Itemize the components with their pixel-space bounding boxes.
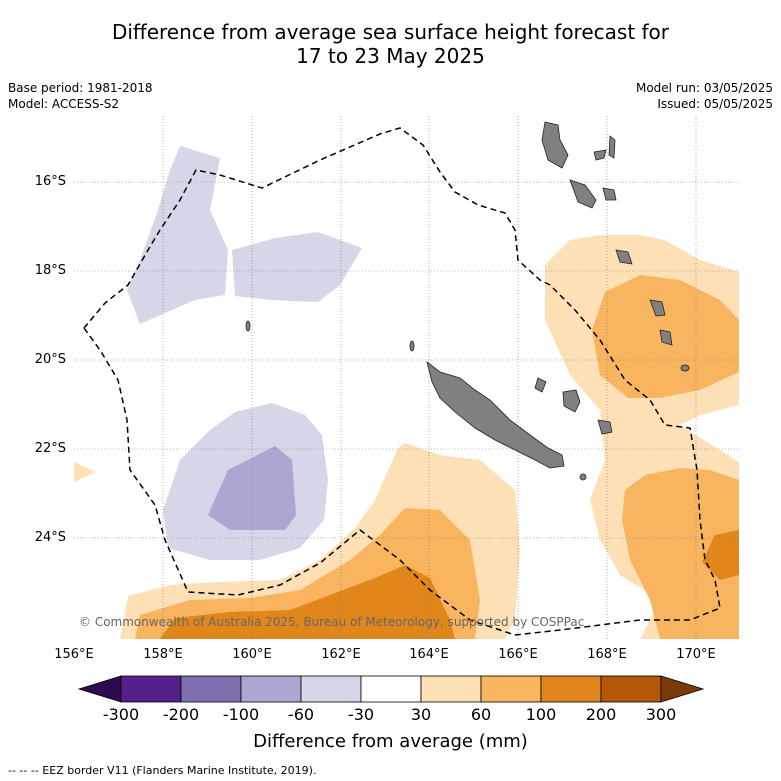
lat-label-18s: 18°S (34, 263, 66, 278)
colorbar-bin-6 (420, 675, 482, 703)
vanuatu-island-4 (608, 135, 616, 159)
colorbar-bin-4 (300, 675, 362, 703)
new-caledonia-island (426, 360, 565, 469)
colorbar-bin-2 (180, 675, 242, 703)
lat-label-24s: 24°S (34, 530, 66, 545)
colorbar-tick-label: 100 (525, 705, 557, 724)
colorbar-extend-high (660, 675, 705, 703)
vanuatu-island-1 (541, 121, 569, 169)
colorbar-tick-label: -30 (347, 705, 375, 724)
vanuatu-island-5 (593, 149, 607, 161)
colorbar-bin-9 (600, 675, 662, 703)
lon-label-158e: 158°E (143, 647, 183, 662)
vanuatu-island-8 (659, 329, 673, 346)
lat-label-16s: 16°S (34, 174, 66, 189)
base-period: Base period: 1981-2018 (8, 81, 153, 95)
colorbar-tick-label: 30 (410, 705, 432, 724)
chart-title: Difference from average sea surface heig… (0, 20, 781, 68)
lon-label-168e: 168°E (587, 647, 627, 662)
vanuatu-island-7 (649, 299, 666, 317)
lon-label-156e: 156°E (54, 647, 94, 662)
colorbar-bin-5 (360, 675, 422, 703)
colorbar-bin-7 (480, 675, 542, 703)
colorbar-title: Difference from average (mm) (253, 731, 528, 752)
title-line-1: Difference from average sea surface heig… (111, 20, 670, 44)
title-line-2: 17 to 23 May 2025 (296, 44, 485, 68)
colorbar-tick-label: -100 (222, 705, 260, 724)
colorbar-tick-label: 300 (645, 705, 677, 724)
lon-label-166e: 166°E (498, 647, 538, 662)
colorbar (77, 675, 705, 703)
negative-anomaly-edge-west (74, 462, 96, 482)
negative-anomaly-region-north (127, 146, 228, 324)
land-masses (245, 121, 690, 481)
lat-label-22s: 22°S (34, 441, 66, 456)
colorbar-tick-label: -200 (162, 705, 200, 724)
vanuatu-island-3 (602, 187, 617, 201)
eez-footnote: -- -- -- EEZ border V11 (Flanders Marine… (8, 764, 317, 777)
positive-anomaly-east-core (702, 530, 739, 580)
lon-label-170e: 170°E (676, 647, 716, 662)
lon-label-160e: 160°E (232, 647, 272, 662)
lon-label-162e: 162°E (321, 647, 361, 662)
colorbar-tick-label: -60 (287, 705, 315, 724)
vanuatu-island-2 (569, 179, 597, 209)
issued-date: Issued: 05/05/2025 (657, 97, 773, 111)
colorbar-bin-8 (540, 675, 602, 703)
eez-border (83, 127, 721, 636)
model-name: Model: ACCESS-S2 (8, 97, 120, 111)
colorbar-tick-label: -300 (102, 705, 140, 724)
solomon-islet (245, 320, 251, 332)
colorbar-bin-1 (120, 675, 182, 703)
lord-howe-islet (579, 473, 587, 481)
negative-anomaly-region-central (232, 232, 362, 302)
vanuatu-islet (680, 364, 690, 372)
loyalty-island-1 (562, 389, 581, 413)
grid-lines (74, 116, 739, 639)
colorbar-tick-label: 200 (585, 705, 617, 724)
map-area (74, 116, 739, 639)
copyright-notice: © Commonwealth of Australia 2025, Bureau… (79, 615, 585, 629)
colorbar-bin-3 (240, 675, 302, 703)
colorbar-tick-label: 60 (470, 705, 492, 724)
model-run: Model run: 03/05/2025 (635, 81, 773, 95)
lat-label-20s: 20°S (34, 352, 66, 367)
meta-right: Model run: 03/05/2025 Issued: 05/05/2025 (636, 80, 773, 112)
lon-label-164e: 164°E (409, 647, 449, 662)
meta-left: Base period: 1981-2018 Model: ACCESS-S2 (8, 80, 153, 112)
chesterfield-islet (409, 340, 415, 352)
loyalty-island-2 (597, 419, 613, 435)
colorbar-extend-low (77, 675, 122, 703)
loyalty-island-3 (534, 377, 547, 393)
positive-anomaly-south-core (160, 565, 455, 639)
vanuatu-island-6 (615, 249, 633, 265)
positive-anomaly-east-inner-south (622, 468, 739, 639)
